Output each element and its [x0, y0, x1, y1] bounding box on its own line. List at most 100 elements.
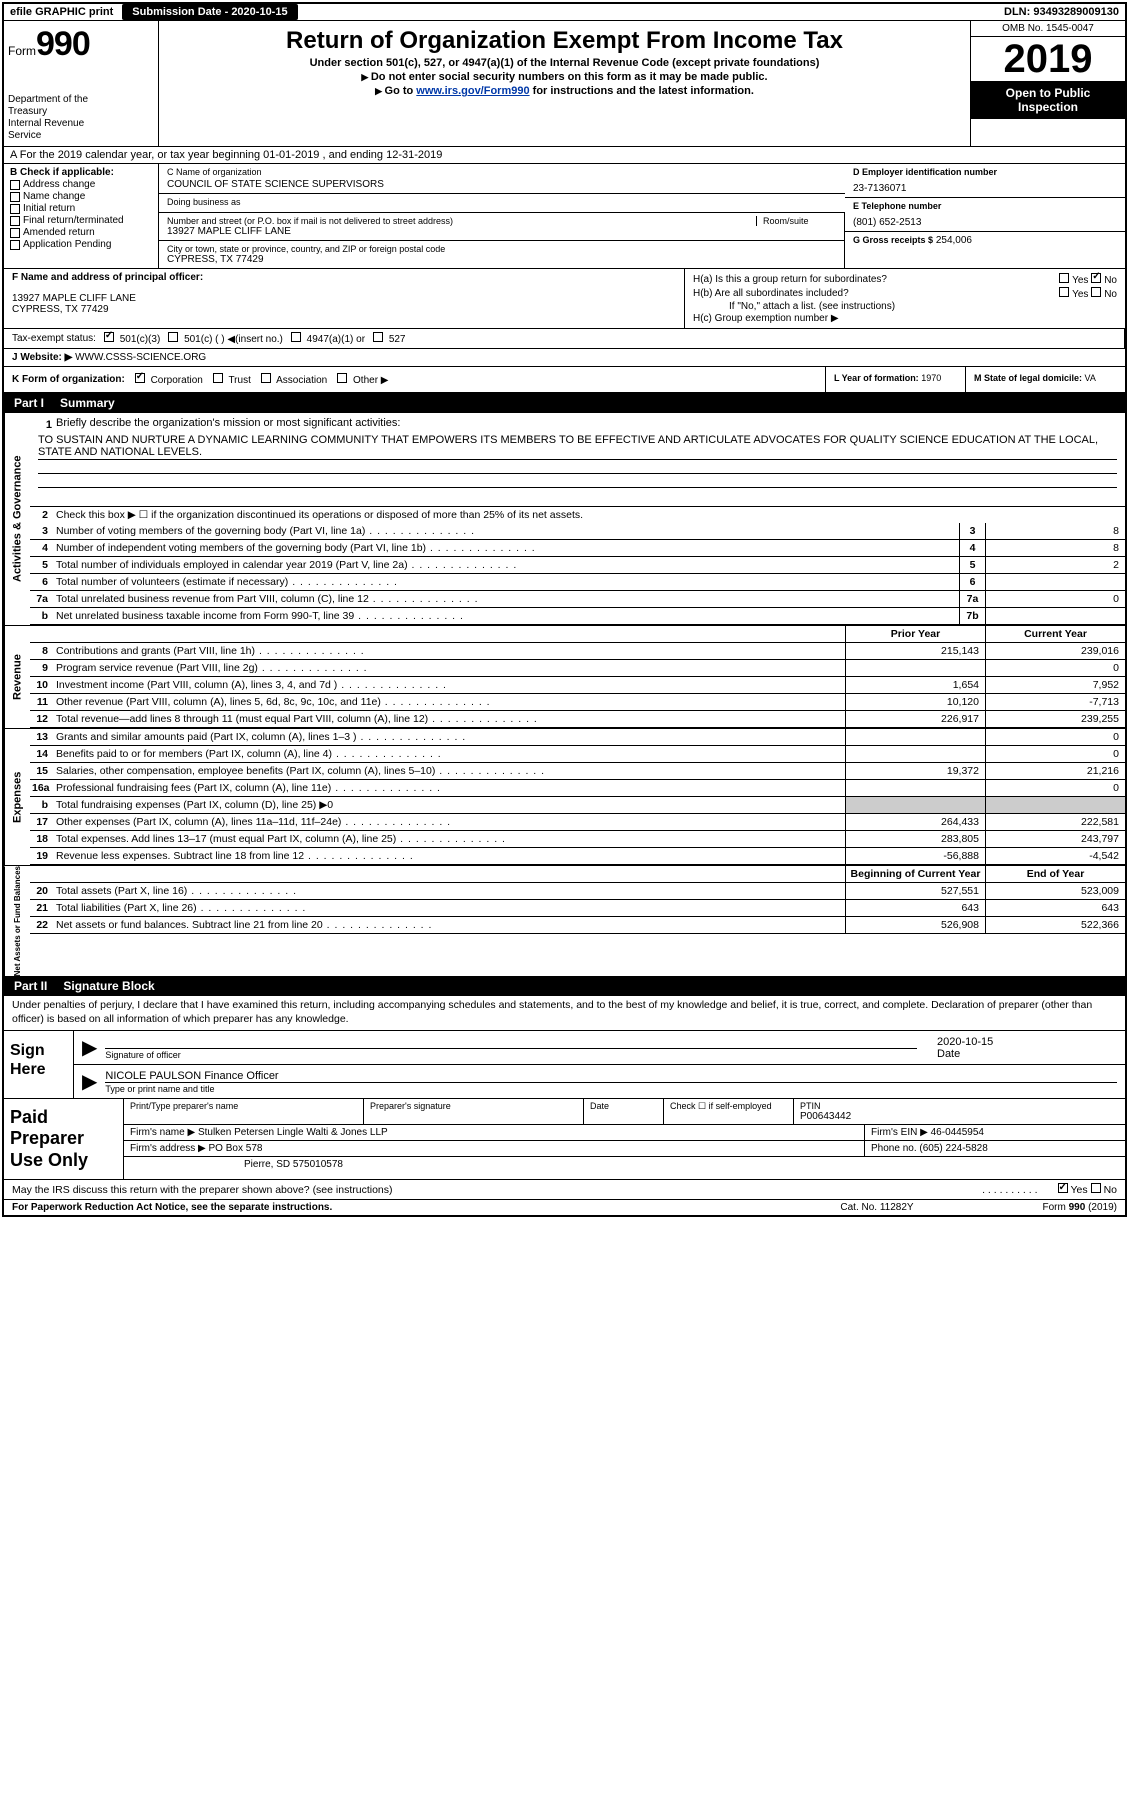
dln: DLN: 93493289009130 [998, 4, 1125, 20]
sign-block: SignHere ▶ Signature of officer 2020-10-… [4, 1031, 1125, 1099]
form-header: Form 990 Department of theTreasuryIntern… [4, 21, 1125, 147]
mission-text: TO SUSTAIN AND NURTURE A DYNAMIC LEARNIN… [38, 433, 1117, 460]
instruction-2: Go to www.irs.gov/Form990 for instructio… [167, 85, 962, 97]
line-7a: 7aTotal unrelated business revenue from … [30, 591, 1125, 608]
part2-header: Part II Signature Block [4, 976, 1125, 996]
line-13: 13Grants and similar amounts paid (Part … [30, 729, 1125, 746]
city-cell: City or town, state or province, country… [159, 241, 844, 268]
inst2-post: for instructions and the latest informat… [530, 85, 754, 97]
status-501c[interactable]: 501(c) ( ) ◀(insert no.) [168, 332, 283, 345]
line-15: 15Salaries, other compensation, employee… [30, 763, 1125, 780]
line-6: 6Total number of volunteers (estimate if… [30, 574, 1125, 591]
form-title: Return of Organization Exempt From Incom… [167, 27, 962, 55]
arrow-icon: ▶ [82, 1069, 97, 1094]
line-14: 14Benefits paid to or for members (Part … [30, 746, 1125, 763]
phone-cell: E Telephone number (801) 652-2513 [845, 198, 1125, 232]
status-527[interactable]: 527 [373, 332, 405, 345]
chk-final[interactable]: Final return/terminated [10, 215, 152, 226]
form-page: efile GRAPHIC print Submission Date - 20… [2, 2, 1127, 1217]
header-center: Return of Organization Exempt From Incom… [159, 21, 970, 146]
dba-block: Doing business as [159, 194, 845, 213]
chk-pending[interactable]: Application Pending [10, 239, 152, 250]
footer: For Paperwork Reduction Act Notice, see … [4, 1200, 1125, 1215]
sign-label: SignHere [4, 1031, 74, 1098]
line-9: 9Program service revenue (Part VIII, lin… [30, 660, 1125, 677]
form-label: Form [8, 44, 36, 58]
status-label: Tax-exempt status: [12, 333, 96, 344]
gross: 254,006 [936, 235, 972, 246]
ein-cell: D Employer identification number 23-7136… [845, 164, 1125, 198]
discuss-row: May the IRS discuss this return with the… [4, 1180, 1125, 1200]
org-name-block: C Name of organization COUNCIL OF STATE … [159, 164, 845, 194]
box-d: D Employer identification number 23-7136… [845, 164, 1125, 268]
chk-address[interactable]: Address change [10, 179, 152, 190]
line-3: 3Number of voting members of the governi… [30, 523, 1125, 540]
line-4: 4Number of independent voting members of… [30, 540, 1125, 557]
omb-number: OMB No. 1545-0047 [971, 21, 1125, 37]
f-label: F Name and address of principal officer: [12, 272, 676, 283]
line-16a: 16aProfessional fundraising fees (Part I… [30, 780, 1125, 797]
box-b-header: B Check if applicable: [10, 167, 152, 178]
vtab-expenses: Expenses [4, 729, 30, 865]
fh-block: F Name and address of principal officer:… [4, 269, 1125, 329]
line-8: 8Contributions and grants (Part VIII, li… [30, 643, 1125, 660]
line-12: 12Total revenue—add lines 8 through 11 (… [30, 711, 1125, 728]
header-right: OMB No. 1545-0047 2019 Open to PublicIns… [970, 21, 1125, 146]
preparer-block: PaidPreparerUse Only Print/Type preparer… [4, 1099, 1125, 1181]
instruction-1: Do not enter social security numbers on … [167, 71, 962, 83]
submission-date: Submission Date - 2020-10-15 [122, 4, 297, 20]
chk-initial[interactable]: Initial return [10, 203, 152, 214]
addr-block: Number and street (or P.O. box if mail i… [159, 213, 845, 268]
street-cell: Number and street (or P.O. box if mail i… [159, 213, 844, 241]
line-b: bTotal fundraising expenses (Part IX, co… [30, 797, 1125, 814]
status-4947[interactable]: 4947(a)(1) or [291, 332, 365, 345]
line-10: 10Investment income (Part VIII, column (… [30, 677, 1125, 694]
box-c: C Name of organization COUNCIL OF STATE … [159, 164, 845, 268]
tax-year-range: A For the 2019 calendar year, or tax yea… [4, 147, 1125, 164]
chk-name[interactable]: Name change [10, 191, 152, 202]
line-21: 21Total liabilities (Part X, line 26)643… [30, 900, 1125, 917]
penalties-text: Under penalties of perjury, I declare th… [4, 996, 1125, 1030]
revenue-block: Revenue Prior Year Current Year 8Contrib… [4, 625, 1125, 728]
k-trust[interactable]: Trust [213, 373, 251, 386]
open-inspection: Open to PublicInspection [971, 82, 1125, 119]
hb-yn: Yes No [1059, 287, 1117, 300]
line-2: 2Check this box ▶ ☐ if the organization … [30, 507, 1125, 523]
website-row: J Website: ▶ WWW.CSSS-SCIENCE.ORG [4, 349, 1125, 367]
line-b: bNet unrelated business taxable income f… [30, 608, 1125, 625]
header-left: Form 990 Department of theTreasuryIntern… [4, 21, 159, 146]
k-row: K Form of organization: Corporation Trus… [4, 367, 1125, 393]
status-501c3[interactable]: 501(c)(3) [104, 332, 160, 345]
k-other[interactable]: Other ▶ [337, 373, 388, 386]
line-20: 20Total assets (Part X, line 16)527,5515… [30, 883, 1125, 900]
efile-label: efile GRAPHIC print [4, 4, 119, 20]
line-22: 22Net assets or fund balances. Subtract … [30, 917, 1125, 934]
tax-year: 2019 [971, 37, 1125, 82]
gross-cell: G Gross receipts $ 254,006 [845, 232, 1125, 249]
net-headers: Beginning of Current Year End of Year [30, 866, 1125, 883]
department: Department of theTreasuryInternal Revenu… [8, 94, 154, 142]
top-bar: efile GRAPHIC print Submission Date - 20… [4, 4, 1125, 21]
line-19: 19Revenue less expenses. Subtract line 1… [30, 848, 1125, 865]
revenue-headers: Prior Year Current Year [30, 626, 1125, 643]
governance-block: Activities & Governance 1Briefly describ… [4, 413, 1125, 625]
street: 13927 MAPLE CLIFF LANE [167, 226, 836, 237]
box-b: B Check if applicable: Address change Na… [4, 164, 159, 268]
vtab-revenue: Revenue [4, 626, 30, 728]
arrow-icon: ▶ [82, 1035, 97, 1060]
k-assoc[interactable]: Association [261, 373, 327, 386]
phone: (801) 652-2513 [853, 217, 1117, 228]
expenses-block: Expenses 13Grants and similar amounts pa… [4, 728, 1125, 865]
form-number: 990 [36, 25, 90, 64]
box-h: H(a) Is this a group return for subordin… [685, 269, 1125, 328]
form-subtitle: Under section 501(c), 527, or 4947(a)(1)… [167, 57, 962, 69]
officer-addr: 13927 MAPLE CLIFF LANE CYPRESS, TX 77429 [12, 293, 676, 315]
chk-amended[interactable]: Amended return [10, 227, 152, 238]
form990-link[interactable]: www.irs.gov/Form990 [416, 85, 529, 97]
discuss-yn: Yes No [1058, 1183, 1117, 1196]
line-17: 17Other expenses (Part IX, column (A), l… [30, 814, 1125, 831]
form-id: Form 990 [8, 25, 154, 64]
line-5: 5Total number of individuals employed in… [30, 557, 1125, 574]
k-corp[interactable]: Corporation [135, 373, 203, 386]
org-name: COUNCIL OF STATE SCIENCE SUPERVISORS [167, 179, 837, 190]
